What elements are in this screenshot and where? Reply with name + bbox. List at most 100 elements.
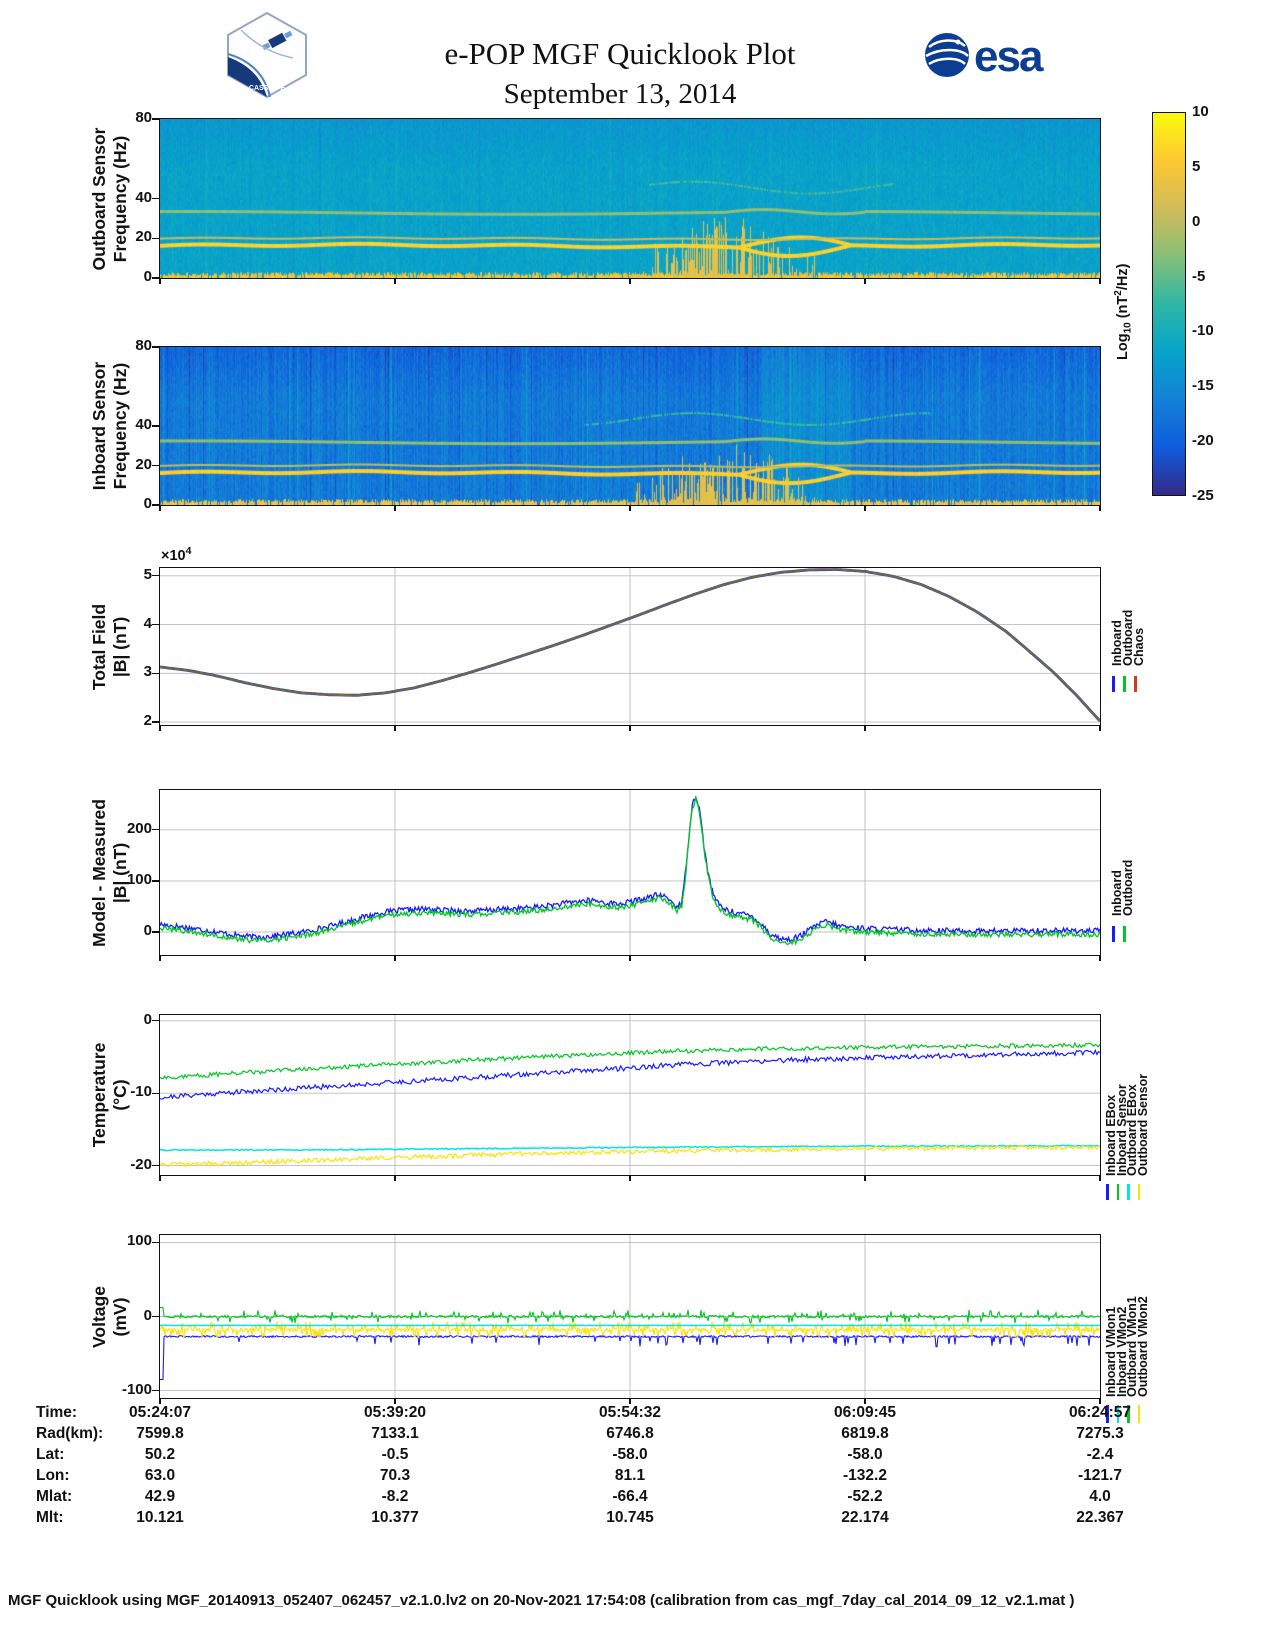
table-cell: 05:39:20: [363, 1404, 427, 1421]
colorbar-label-sub: 10: [1122, 322, 1134, 334]
table-cell: -2.4: [1086, 1446, 1114, 1463]
series-line: [160, 1144, 1100, 1152]
colorbar-label-sup: 2: [1113, 290, 1124, 296]
y-tick-mark: [152, 346, 159, 348]
ytick-label-outboard-spectrogram: 80: [135, 109, 152, 126]
esa-emblem-stripe: [928, 57, 966, 66]
table-cell: 6819.8: [841, 1425, 889, 1442]
series-line: [160, 1320, 1100, 1339]
x-tick-mark: [629, 956, 631, 961]
table-cell: -58.0: [612, 1446, 648, 1463]
colorbar-tick-label: -25: [1192, 487, 1214, 504]
plot-voltage: [160, 1235, 1100, 1398]
series-line: [160, 1041, 1100, 1080]
colorbar-label-part: Log: [1114, 333, 1131, 360]
table-cell: 7133.1: [371, 1425, 419, 1442]
table-row-label-lon: Lon:: [36, 1467, 70, 1484]
y-tick-mark: [152, 1020, 159, 1022]
table-cell: 63.0: [144, 1467, 176, 1484]
y-tick-mark: [152, 1389, 159, 1392]
table-cell: 06:09:45: [833, 1404, 897, 1421]
esa-emblem-stripe: [925, 48, 969, 58]
y-tick-mark: [152, 197, 159, 200]
x-tick-mark: [1099, 1399, 1101, 1404]
table-cell: 7599.8: [136, 1425, 184, 1442]
legend-label-outboard-sensor: Outboard Sensor: [1135, 1073, 1150, 1176]
table-cell: 22.367: [1076, 1509, 1124, 1526]
scale-exponent: 4: [185, 545, 192, 557]
series-line: [160, 1324, 1100, 1327]
table-cell: -132.2: [843, 1467, 887, 1484]
y-tick-mark: [152, 880, 159, 882]
series-line: [160, 1048, 1100, 1100]
cassiope-label: CASSIOPE: [249, 85, 286, 92]
colorbar-tick-label: 5: [1192, 157, 1201, 175]
legend-swatch-outboard-vmon1: [1127, 1405, 1130, 1423]
ytick-label-total-field: 2: [143, 712, 152, 730]
legend-swatch-outboard-sensor: [1137, 1184, 1141, 1200]
colorbar-tick-label: 0: [1192, 212, 1201, 230]
legend-label-outboard-vmon2: Outboard VMon2: [1135, 1296, 1150, 1397]
x-tick-mark: [394, 279, 396, 284]
table-cell: -58.0: [847, 1446, 883, 1463]
series-line: [160, 568, 1100, 722]
plot-total-field: [160, 568, 1100, 725]
ytick-label-temperature: 0: [143, 1010, 152, 1028]
table-cell: 10.121: [136, 1509, 184, 1526]
table-cell: -66.4: [612, 1488, 648, 1505]
esa-emblem-stripe: [928, 39, 966, 49]
panel-total-field: [159, 567, 1101, 726]
ytick-label-inboard-spectrogram: 40: [135, 416, 152, 433]
colorbar-label-part: /Hz): [1114, 263, 1131, 291]
series-line: [160, 795, 1100, 943]
x-tick-mark: [1099, 506, 1101, 511]
y-tick-mark: [152, 1164, 159, 1167]
y-tick-mark: [152, 277, 159, 279]
table-cell: 06:24:57: [1068, 1404, 1132, 1421]
esa-wordmark: esa: [974, 32, 1044, 81]
table-cell: 05:24:07: [128, 1404, 192, 1421]
colorbar-label: Log10 (nT2/Hz): [1113, 264, 1134, 360]
earth-horizon-icon: [227, 53, 271, 98]
x-tick-mark: [864, 956, 866, 961]
y-tick-mark: [152, 237, 159, 239]
x-tick-mark: [159, 506, 161, 511]
ylabel-total-field: Total Field |B| (nT): [89, 517, 131, 777]
table-row-label-mlat: Mlat:: [36, 1488, 73, 1505]
legend-label-outboard: Outboard: [1121, 859, 1135, 916]
table-cell: 70.3: [379, 1467, 411, 1484]
spectrogram-inboard-spectrogram: [159, 346, 1101, 506]
x-tick-mark: [394, 506, 396, 511]
ytick-label-model-minus-measured: 0: [143, 922, 152, 939]
ytick-label-voltage: -100: [121, 1380, 152, 1398]
table-cell: 10.745: [606, 1509, 654, 1526]
table-cell: 4.0: [1089, 1488, 1111, 1505]
y-tick-mark: [152, 575, 159, 577]
table-cell: 7275.3: [1076, 1425, 1124, 1442]
legend-swatch-inboard: [1112, 926, 1115, 942]
ytick-label-outboard-spectrogram: 20: [135, 228, 152, 246]
x-tick-mark: [159, 1399, 161, 1404]
x-tick-mark: [629, 726, 631, 731]
table-cell: 05:54:32: [598, 1404, 662, 1421]
legend-swatch-outboard: [1123, 676, 1126, 692]
colorbar-tick-label: -20: [1192, 432, 1214, 450]
x-tick-mark: [1099, 1176, 1101, 1181]
y-tick-mark: [152, 721, 159, 723]
x-tick-mark: [394, 726, 396, 731]
table-cell: -52.2: [847, 1488, 883, 1505]
ytick-label-temperature: -20: [130, 1155, 152, 1173]
colorbar-tick-label: -15: [1192, 377, 1214, 395]
y-tick-mark: [152, 829, 159, 831]
ytick-label-model-minus-measured: 100: [126, 870, 152, 888]
ytick-label-temperature: -10: [130, 1083, 152, 1101]
esa-emblem-dot: [955, 39, 961, 45]
plot-model-minus-measured: [160, 790, 1100, 955]
ytick-label-total-field: 3: [143, 663, 152, 681]
table-cell: 81.1: [614, 1467, 646, 1484]
ytick-label-total-field: 4: [143, 614, 152, 632]
y-tick-mark: [152, 1092, 159, 1094]
panel-voltage: [159, 1234, 1101, 1399]
x-tick-mark: [394, 956, 396, 961]
legend-swatch-inboard-vmon1: [1106, 1405, 1109, 1423]
